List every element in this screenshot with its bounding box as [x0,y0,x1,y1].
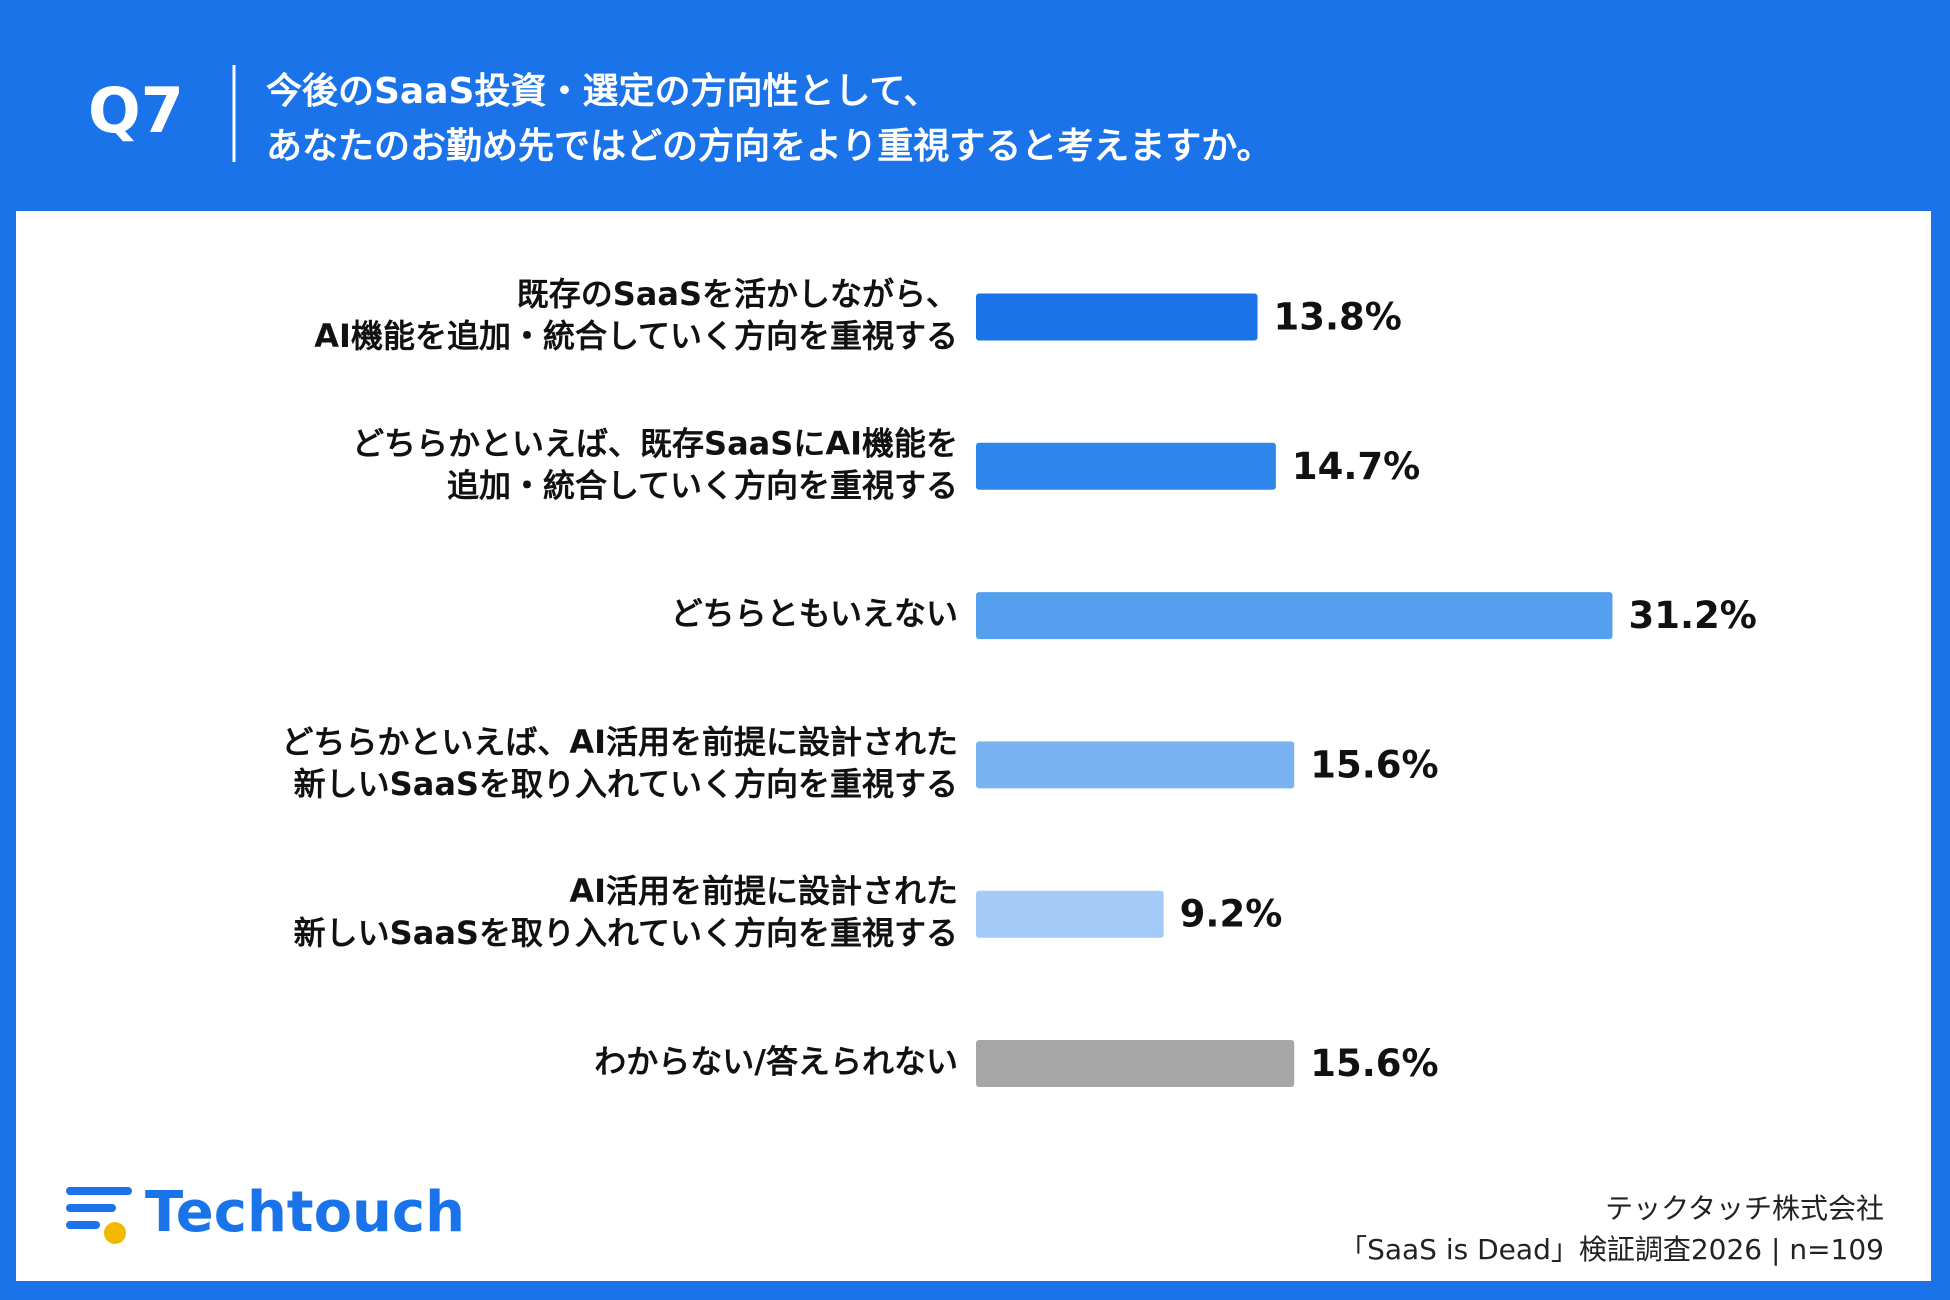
category-label: どちらかといえば、既存SaaSにAI機能を [352,424,958,462]
value-label: 9.2% [1180,893,1283,936]
panel [16,211,1931,1281]
bar [976,890,1164,938]
category-label: AI機能を追加・統合していく方向を重視する [314,317,958,355]
bar [976,293,1258,341]
question-line: あなたのお勤め先ではどの方向をより重視すると考えますか。 [266,126,1273,167]
category-label: AI活用を前提に設計された [569,872,958,910]
bar [976,1040,1295,1087]
badge: Q7 [88,74,184,147]
value-label: 15.6% [1310,1042,1438,1085]
bar [976,592,1613,640]
category-label: どちらともいえない [671,595,958,633]
value-label: 13.8% [1274,296,1402,339]
source-line: テックタッチ株式会社 [1605,1192,1884,1225]
value-label: 15.6% [1310,743,1438,786]
question-line: 今後のSaaS投資・選定の方向性として、 [266,71,940,112]
source-line: 「SaaS is Dead」検証調査2026 | n=109 [1339,1233,1884,1266]
value-label: 14.7% [1292,445,1420,488]
category-label: 新しいSaaSを取り入れていく方向を重視する [294,914,958,952]
category-label: わからない/答えられない [594,1043,958,1081]
category-label: 新しいSaaSを取り入れていく方向を重視する [294,765,958,803]
bar [976,741,1295,789]
category-label: どちらかといえば、AI活用を前提に設計された [281,723,958,761]
bar [976,442,1276,490]
logo-icon [66,1187,132,1244]
category-label: 追加・統合していく方向を重視する [447,466,958,504]
value-label: 31.2% [1628,594,1756,637]
brand: Techtouch [145,1180,465,1245]
category-label: 既存のSaaSを活かしながら、 [517,275,958,313]
